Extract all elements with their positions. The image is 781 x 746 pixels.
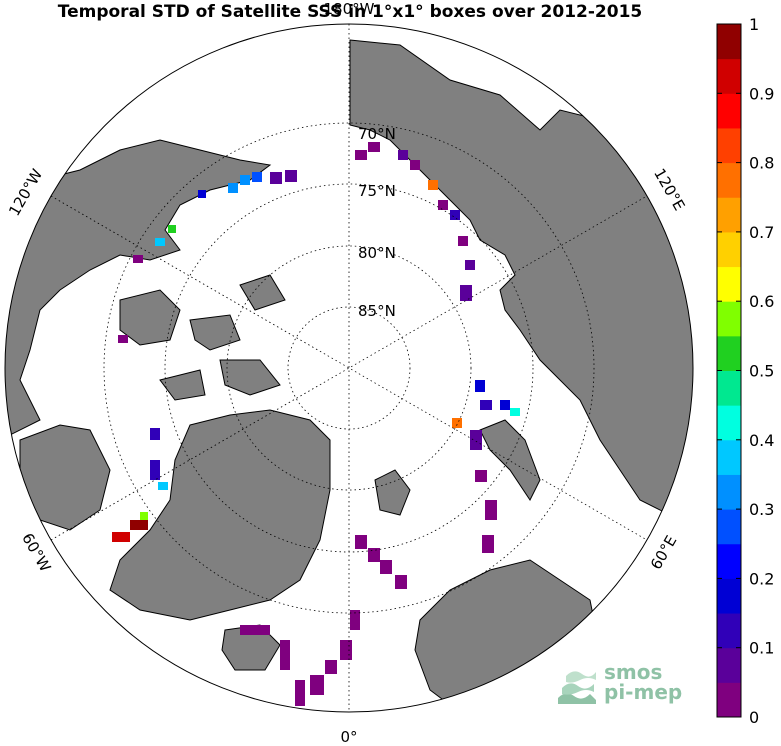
colorbar-segment bbox=[717, 93, 741, 129]
colorbar-tick-label: 0.6 bbox=[749, 292, 774, 311]
label-lat-70: 70°N bbox=[358, 125, 396, 143]
logo-line2: pi-mep bbox=[604, 680, 683, 704]
lat-circle-80 bbox=[226, 245, 472, 491]
colorbar-segment bbox=[717, 197, 741, 233]
colorbar-segment bbox=[717, 439, 741, 475]
colorbar-segment bbox=[717, 266, 741, 302]
label-lon-180: 180°W bbox=[324, 0, 375, 18]
colorbar-tick-label: 0.3 bbox=[749, 500, 774, 519]
lat-circle-70 bbox=[103, 122, 595, 614]
colorbar-tick-label: 0.5 bbox=[749, 362, 774, 381]
colorbar-ticks: 0 0.1 0.2 0.3 0.4 0.5 0.6 0.7 0.8 0.9 1 bbox=[717, 15, 774, 727]
colorbar-tick-label: 1 bbox=[749, 15, 759, 34]
colorbar-segment bbox=[717, 405, 741, 441]
colorbar-segment bbox=[717, 58, 741, 94]
graticule bbox=[50, 24, 648, 712]
colorbar-segment bbox=[717, 127, 741, 164]
colorbar-segment bbox=[717, 543, 741, 579]
smos-pimep-logo: smos pi-mep bbox=[556, 660, 696, 706]
colorbar-segments bbox=[717, 24, 741, 718]
std-boxes bbox=[112, 142, 520, 706]
colorbar-segment bbox=[717, 335, 741, 371]
chart-title: Temporal STD of Satellite SSS in 1°x1° b… bbox=[57, 2, 643, 22]
colorbar-segment bbox=[717, 162, 741, 198]
land-novaya-zemlya bbox=[479, 419, 541, 501]
land-greenland bbox=[109, 409, 331, 621]
colorbar-segment bbox=[717, 647, 741, 683]
colorbar-segment bbox=[717, 301, 741, 337]
land-svalbard bbox=[374, 469, 411, 516]
colorbar-segment bbox=[717, 231, 741, 268]
colorbar-segment bbox=[717, 682, 741, 718]
colorbar-tick-label: 0.1 bbox=[749, 639, 774, 658]
logo-line1: smos bbox=[604, 660, 663, 684]
colorbar-tick-label: 0.8 bbox=[749, 154, 774, 173]
map-boundary bbox=[4, 23, 694, 713]
colorbar-segment bbox=[717, 370, 741, 406]
colorbar-segment bbox=[717, 578, 741, 614]
colorbar-segment bbox=[717, 613, 741, 649]
colorbar-segment bbox=[717, 24, 741, 60]
label-lat-75: 75°N bbox=[358, 182, 396, 200]
colorbar-tick-label: 0.7 bbox=[749, 223, 774, 242]
colorbar-tick-label: 0.4 bbox=[749, 431, 774, 450]
wave-icon bbox=[558, 671, 596, 704]
label-lat-85: 85°N bbox=[358, 302, 396, 320]
label-lon-0: 0° bbox=[340, 728, 357, 746]
colorbar-tick-label: 0.2 bbox=[749, 569, 774, 588]
colorbar-tick-label: 0.9 bbox=[749, 84, 774, 103]
land-canadian-archipelago bbox=[119, 274, 286, 401]
land-north-america bbox=[5, 139, 272, 441]
colorbar-segment bbox=[717, 474, 741, 510]
colorbar-segment bbox=[717, 509, 741, 545]
label-lat-80: 80°N bbox=[358, 244, 396, 262]
colorbar-tick-label: 0 bbox=[749, 708, 759, 727]
